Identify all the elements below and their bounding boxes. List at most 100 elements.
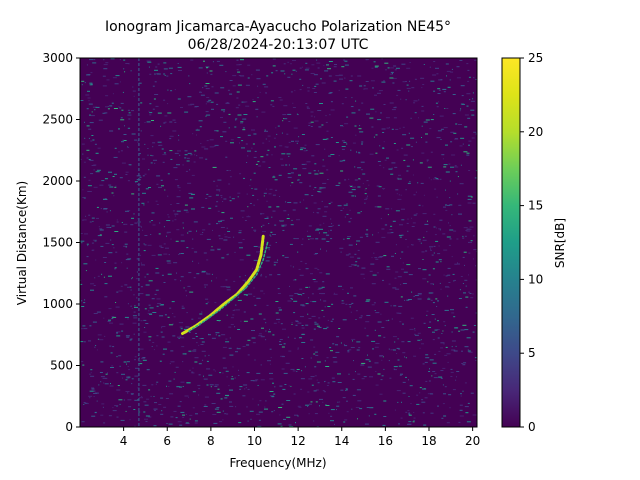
noise-speck: [447, 204, 450, 206]
noise-speck: [134, 181, 138, 183]
noise-speck: [90, 289, 94, 291]
noise-speck: [82, 189, 84, 191]
noise-speck: [348, 304, 352, 305]
noise-speck: [425, 357, 430, 359]
noise-speck: [194, 420, 198, 422]
noise-speck: [174, 213, 179, 215]
noise-speck: [223, 111, 225, 113]
noise-speck: [406, 299, 410, 301]
noise-speck: [296, 369, 300, 370]
noise-speck: [451, 256, 453, 258]
noise-speck: [366, 229, 369, 231]
noise-speck: [196, 230, 197, 232]
noise-speck: [419, 403, 421, 405]
noise-speck: [407, 246, 409, 248]
noise-speck: [179, 154, 181, 156]
noise-speck: [288, 141, 291, 143]
noise-speck: [136, 271, 138, 273]
noise-speck: [439, 282, 441, 284]
noise-speck: [130, 289, 132, 291]
noise-speck: [169, 121, 173, 123]
noise-speck: [157, 303, 162, 304]
noise-speck: [134, 305, 136, 307]
noise-speck: [331, 223, 333, 225]
noise-speck: [299, 337, 302, 339]
noise-speck: [169, 363, 171, 365]
noise-speck: [414, 295, 419, 296]
noise-speck: [472, 258, 474, 260]
noise-speck: [214, 144, 219, 146]
noise-speck: [80, 341, 84, 343]
noise-speck: [237, 299, 242, 301]
colorbar-label: SNR[dB]: [553, 218, 567, 268]
noise-speck: [462, 283, 464, 284]
noise-speck: [330, 101, 333, 103]
noise-speck: [133, 311, 136, 313]
noise-speck: [272, 334, 275, 336]
noise-speck: [268, 223, 270, 224]
noise-speck: [365, 81, 369, 82]
noise-speck: [366, 180, 369, 182]
noise-speck: [298, 174, 301, 176]
noise-speck: [155, 383, 157, 385]
noise-speck: [126, 363, 127, 365]
noise-speck: [255, 108, 259, 110]
noise-speck: [187, 152, 192, 154]
noise-speck: [91, 249, 94, 251]
noise-speck: [161, 326, 166, 327]
noise-speck: [283, 418, 286, 420]
noise-speck: [212, 229, 213, 231]
noise-speck: [220, 87, 225, 89]
noise-speck: [413, 100, 418, 102]
noise-speck: [455, 379, 457, 381]
noise-speck: [450, 371, 454, 373]
noise-speck: [313, 281, 318, 283]
noise-speck: [125, 391, 130, 392]
noise-speck: [247, 64, 251, 66]
noise-speck: [207, 301, 210, 303]
noise-speck: [272, 58, 276, 60]
noise-speck: [475, 312, 477, 314]
x-tick-label: 10: [247, 434, 262, 448]
noise-speck: [111, 316, 115, 318]
noise-speck: [273, 322, 277, 324]
noise-speck: [330, 350, 333, 352]
noise-speck: [186, 295, 187, 297]
noise-speck: [304, 144, 307, 146]
noise-speck: [333, 293, 338, 295]
noise-speck: [147, 244, 152, 246]
noise-speck: [127, 258, 132, 260]
noise-speck: [333, 80, 337, 82]
noise-speck: [176, 196, 181, 198]
noise-speck: [167, 316, 170, 318]
echo-point: [255, 273, 258, 276]
noise-speck: [449, 229, 454, 231]
noise-speck: [229, 170, 231, 171]
noise-speck: [304, 69, 309, 71]
noise-speck: [307, 90, 310, 92]
noise-speck: [379, 355, 384, 356]
noise-speck: [114, 186, 117, 188]
noise-speck: [106, 226, 111, 228]
noise-speck: [110, 383, 111, 385]
noise-speck: [199, 313, 203, 315]
noise-speck: [210, 249, 215, 251]
noise-speck: [149, 221, 151, 223]
noise-speck: [154, 293, 157, 295]
noise-speck: [449, 238, 452, 240]
noise-speck: [299, 288, 303, 290]
noise-speck: [449, 79, 451, 81]
noise-speck: [235, 118, 238, 120]
noise-speck: [237, 114, 242, 116]
noise-speck: [264, 86, 269, 88]
noise-speck: [382, 147, 385, 149]
noise-speck: [426, 310, 429, 312]
noise-speck: [380, 313, 382, 315]
noise-speck: [87, 90, 90, 92]
y-tick-label: 1000: [42, 297, 73, 311]
noise-speck: [238, 232, 242, 234]
noise-speck: [152, 142, 156, 144]
noise-speck: [310, 126, 313, 127]
noise-speck: [321, 309, 324, 311]
